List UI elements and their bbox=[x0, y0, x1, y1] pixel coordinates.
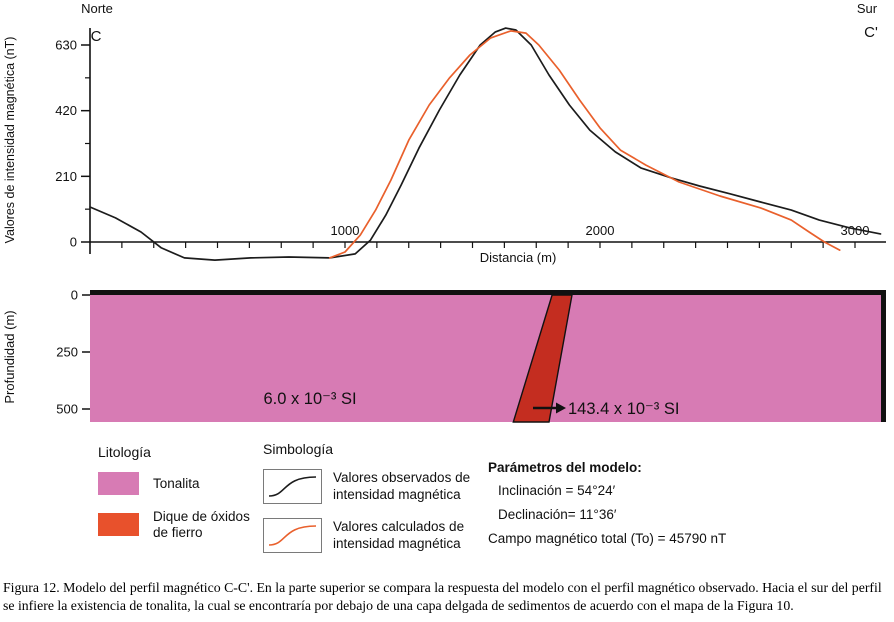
legend-item-observed: Valores observados de intensidad magnéti… bbox=[263, 469, 501, 504]
tonalita-swatch bbox=[98, 472, 139, 495]
declination-value: Declinación= 11°36′ bbox=[498, 507, 617, 522]
profile-end-label: C' bbox=[864, 24, 878, 41]
y-tick-label: 210 bbox=[55, 169, 77, 184]
parameters-title: Parámetros del modelo: bbox=[488, 460, 642, 475]
lithology-title: Litología bbox=[98, 444, 151, 460]
depth-tick-label: 250 bbox=[56, 345, 78, 360]
section-top-bar bbox=[90, 290, 886, 295]
inclination-value: Inclinación = 54°24′ bbox=[498, 483, 616, 498]
figure-caption: Figura 12. Modelo del perfil magnético C… bbox=[3, 580, 882, 613]
legend-item-tonalita: Tonalita bbox=[98, 472, 268, 495]
profile-start-label: C bbox=[91, 28, 102, 45]
tonalita-susceptibility-label: 6.0 x 10⁻³ SI bbox=[263, 390, 356, 408]
x-tick-label: 2000 bbox=[586, 223, 615, 238]
legend-item-calculated: Valores calculados de intensidad magnéti… bbox=[263, 518, 501, 553]
legend-item-dique: Dique de óxidos de fierro bbox=[98, 509, 268, 541]
calculated-curve-symbol bbox=[263, 518, 322, 553]
tonalita-body bbox=[90, 295, 886, 422]
north-label: Norte bbox=[81, 1, 113, 16]
calculated-label: Valores calculados de intensidad magnéti… bbox=[333, 519, 465, 551]
x-axis-title: Distancia (m) bbox=[480, 250, 557, 265]
depth-axis-title: Profundidad (m) bbox=[2, 310, 17, 403]
y-axis-title: Valores de intensidad magnética (nT) bbox=[3, 37, 17, 244]
lithology-legend: Litología Tonalita Dique de óxidos de fi… bbox=[98, 444, 268, 555]
x-tick-label: 1000 bbox=[331, 223, 360, 238]
dique-swatch bbox=[98, 513, 139, 537]
observed-curve-symbol bbox=[263, 469, 322, 504]
south-label: Sur bbox=[857, 1, 878, 16]
observed-sigmoid-icon bbox=[268, 476, 317, 497]
symbols-legend: Simbología Valores observados de intensi… bbox=[263, 441, 501, 567]
y-tick-label: 0 bbox=[70, 235, 77, 250]
tonalita-label: Tonalita bbox=[153, 475, 200, 491]
dike-susceptibility-label: 143.4 x 10⁻³ SI bbox=[568, 400, 679, 418]
legend: Litología Tonalita Dique de óxidos de fi… bbox=[0, 440, 894, 580]
y-tick-label: 420 bbox=[55, 103, 77, 118]
section-right-bar bbox=[881, 290, 886, 422]
depth-tick-label: 500 bbox=[56, 402, 78, 417]
model-parameters: Parámetros del modelo: Inclinación = 54°… bbox=[488, 460, 726, 555]
dike-arrow-head bbox=[556, 402, 566, 414]
calculated-sigmoid-icon bbox=[268, 525, 317, 546]
observed-curve bbox=[89, 27, 882, 261]
y-tick-label: 630 bbox=[55, 37, 77, 52]
dique-label: Dique de óxidos de fierro bbox=[153, 509, 250, 540]
depth-tick-label: 0 bbox=[71, 288, 78, 303]
total-field-value: Campo magnético total (To) = 45790 nT bbox=[488, 531, 727, 546]
symbols-title: Simbología bbox=[263, 441, 334, 457]
observed-label: Valores observados de intensidad magnéti… bbox=[333, 470, 471, 502]
calculated-curve bbox=[328, 30, 841, 259]
